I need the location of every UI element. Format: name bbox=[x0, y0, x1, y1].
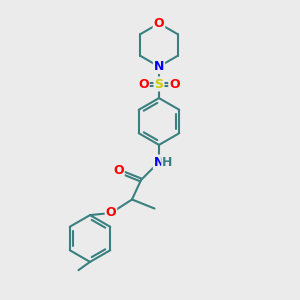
Text: O: O bbox=[106, 206, 116, 220]
Text: O: O bbox=[154, 17, 164, 30]
Text: S: S bbox=[154, 77, 164, 91]
Text: N: N bbox=[154, 60, 164, 73]
Text: H: H bbox=[162, 155, 172, 169]
Text: O: O bbox=[169, 77, 180, 91]
Text: O: O bbox=[113, 164, 124, 178]
Text: N: N bbox=[154, 155, 164, 169]
Text: O: O bbox=[138, 77, 149, 91]
